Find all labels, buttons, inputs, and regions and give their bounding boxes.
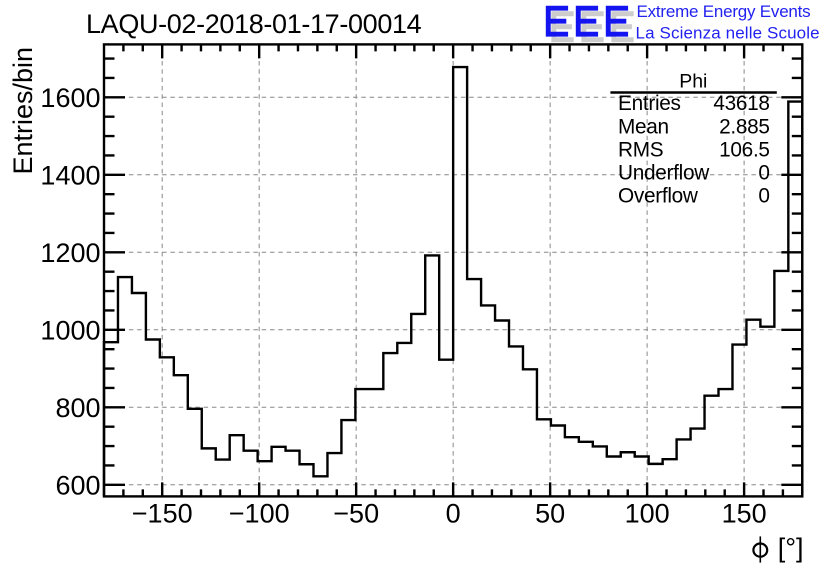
- svg-text:106.5: 106.5: [719, 138, 770, 161]
- svg-text:1400: 1400: [40, 160, 100, 190]
- svg-text:Phi: Phi: [679, 71, 707, 93]
- svg-text:Overflow: Overflow: [618, 185, 699, 208]
- svg-text:800: 800: [55, 393, 100, 423]
- svg-text:0: 0: [446, 499, 461, 529]
- svg-text:Entries: Entries: [618, 92, 681, 115]
- svg-text:50: 50: [535, 499, 565, 529]
- svg-text:1600: 1600: [40, 83, 100, 113]
- svg-text:Entries/bin: Entries/bin: [8, 47, 38, 175]
- svg-text:La Scienza nelle Scuole: La Scienza nelle Scuole: [636, 23, 820, 42]
- svg-text:Mean: Mean: [618, 115, 669, 138]
- svg-text:−150: −150: [132, 499, 193, 529]
- svg-text:−100: −100: [229, 499, 290, 529]
- svg-text:0: 0: [758, 185, 769, 208]
- svg-text:1200: 1200: [40, 238, 100, 268]
- svg-text:LAQU-02-2018-01-17-00014: LAQU-02-2018-01-17-00014: [86, 9, 422, 39]
- svg-text:Extreme Energy Events: Extreme Energy Events: [637, 2, 811, 21]
- svg-text:2.885: 2.885: [719, 115, 770, 138]
- svg-text:Underflow: Underflow: [618, 162, 710, 185]
- svg-text:[°]: [°]: [778, 533, 804, 563]
- svg-text:−50: −50: [333, 499, 379, 529]
- svg-text:0: 0: [758, 162, 769, 185]
- svg-text:100: 100: [625, 499, 670, 529]
- svg-text:43618: 43618: [713, 92, 769, 115]
- svg-text:600: 600: [55, 470, 100, 500]
- svg-text:150: 150: [722, 499, 767, 529]
- svg-text:1000: 1000: [40, 315, 100, 345]
- svg-text:RMS: RMS: [618, 138, 663, 161]
